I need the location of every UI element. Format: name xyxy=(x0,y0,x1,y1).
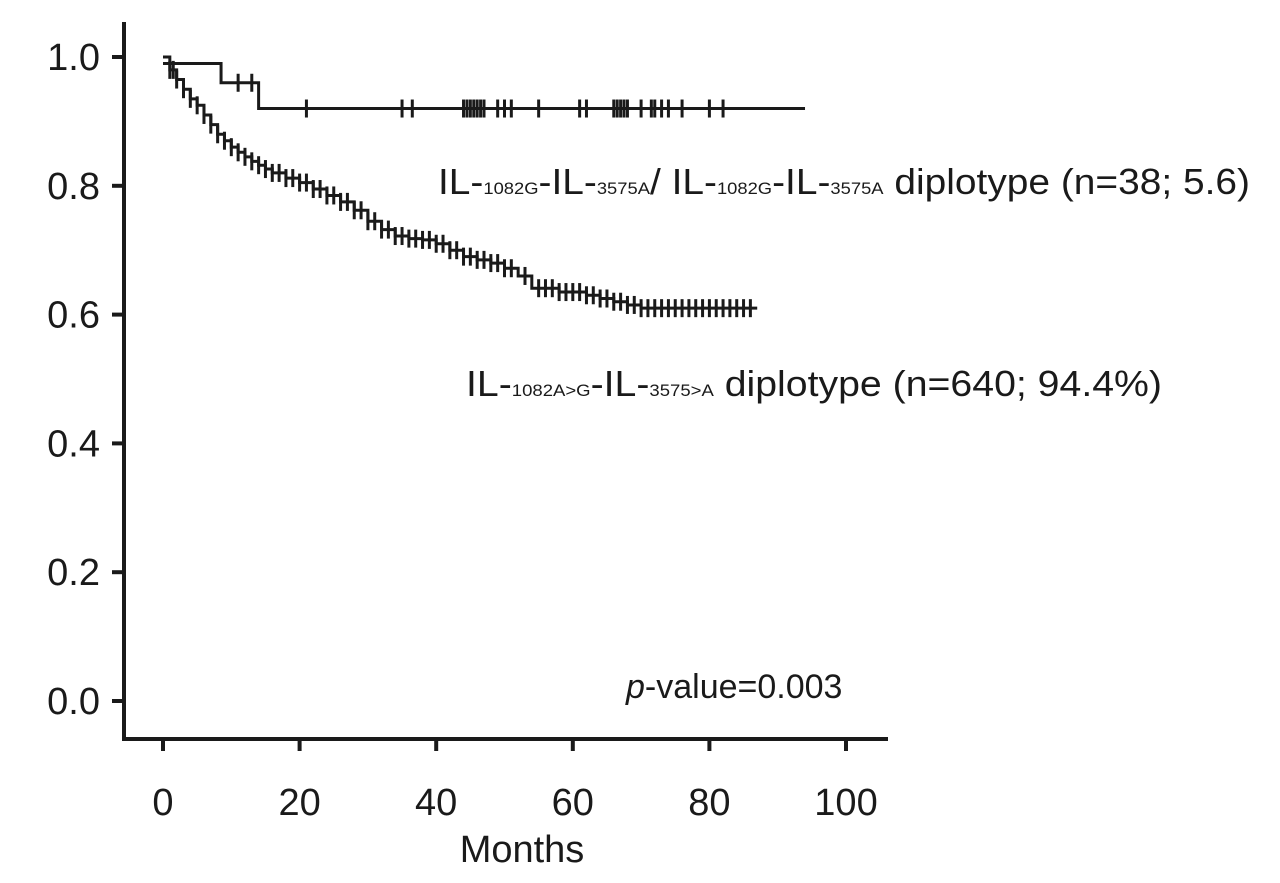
series-2 xyxy=(163,55,758,318)
p-value-rest: -value=0.003 xyxy=(645,668,843,706)
x-axis-label: Months xyxy=(460,829,585,871)
x-tick-label: 40 xyxy=(415,782,457,824)
y-tick-label: 0.6 xyxy=(47,295,100,337)
x-tick-label: 20 xyxy=(278,782,320,824)
y-tick-label: 0.8 xyxy=(47,166,100,208)
y-tick-label: 0.0 xyxy=(47,681,100,723)
upper-label-sub-1: 1082G xyxy=(483,179,538,198)
y-tick-label: 0.4 xyxy=(47,423,100,465)
lower-label-part-1: IL- xyxy=(466,363,512,404)
upper-label-part-2: -IL- xyxy=(539,161,597,202)
y-tick-label: 0.2 xyxy=(47,552,100,594)
p-value-annotation: p-value=0.003 xyxy=(625,668,842,706)
p-value-italic-p: p xyxy=(625,668,645,706)
upper-label-sub-3: 1082G xyxy=(717,179,772,198)
lower-label-sub-2: 3575>A xyxy=(649,381,714,400)
lower-series-label: IL- 1082A>G -IL- 3575>A diplotype (n=640; 9… xyxy=(466,363,1162,404)
survival-step-line xyxy=(163,61,806,111)
series-1 xyxy=(163,61,806,118)
lower-label-part-2: -IL- xyxy=(591,363,650,404)
upper-label-sub-4: 3575A xyxy=(830,179,884,198)
lower-label-sub-1: 1082A>G xyxy=(512,381,591,400)
x-tick-label: 60 xyxy=(552,782,594,824)
upper-label-sub-2: 3575A xyxy=(597,179,651,198)
series-layer xyxy=(163,55,806,318)
x-tick-label: 100 xyxy=(814,782,877,824)
y-tick-label: 1.0 xyxy=(47,37,100,79)
x-tick-label: 80 xyxy=(688,782,730,824)
axes-group: 0.0 0.2 0.4 0.6 0.8 1.0 0 20 40 60 80 100 xyxy=(47,22,888,824)
lower-label-tail: diplotype (n=640; 94.4%) xyxy=(714,363,1162,404)
upper-label-part-3: / IL- xyxy=(650,161,717,202)
upper-label-tail: diplotype (n=38; 5.6) xyxy=(884,161,1250,202)
x-tick-label: 0 xyxy=(152,782,173,824)
upper-series-label: IL- 1082G -IL- 3575A / IL- 1082G -IL- 3575A dip… xyxy=(438,161,1250,202)
upper-label-part-4: -IL- xyxy=(772,161,830,202)
upper-label-part-1: IL- xyxy=(438,161,483,202)
